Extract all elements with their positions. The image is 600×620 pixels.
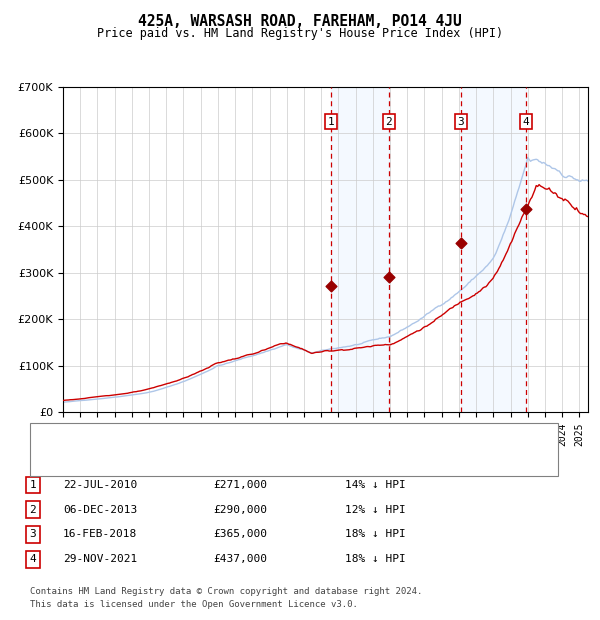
- Text: 06-DEC-2013: 06-DEC-2013: [63, 505, 137, 515]
- Bar: [461, 87, 526, 412]
- Point: [456, 237, 466, 247]
- Text: 2: 2: [29, 505, 37, 515]
- Text: 1: 1: [327, 117, 334, 126]
- Text: 3: 3: [458, 117, 464, 126]
- Text: 18% ↓ HPI: 18% ↓ HPI: [345, 529, 406, 539]
- Text: £437,000: £437,000: [213, 554, 267, 564]
- Text: 425A, WARSASH ROAD, FAREHAM, PO14 4JU (detached house): 425A, WARSASH ROAD, FAREHAM, PO14 4JU (d…: [69, 432, 407, 441]
- Text: Contains HM Land Registry data © Crown copyright and database right 2024.: Contains HM Land Registry data © Crown c…: [30, 587, 422, 596]
- Text: 2: 2: [385, 117, 392, 126]
- Text: £365,000: £365,000: [213, 529, 267, 539]
- Text: £271,000: £271,000: [213, 480, 267, 490]
- Text: £290,000: £290,000: [213, 505, 267, 515]
- Text: 12% ↓ HPI: 12% ↓ HPI: [345, 505, 406, 515]
- Text: ——: ——: [39, 453, 56, 467]
- Point: [521, 204, 531, 214]
- Text: 4: 4: [523, 117, 530, 126]
- Point: [384, 273, 394, 283]
- Text: 4: 4: [29, 554, 37, 564]
- Bar: [331, 87, 389, 412]
- Text: 1: 1: [29, 480, 37, 490]
- Point: [326, 281, 335, 291]
- Text: This data is licensed under the Open Government Licence v3.0.: This data is licensed under the Open Gov…: [30, 600, 358, 609]
- Text: ——: ——: [39, 430, 56, 443]
- Text: 425A, WARSASH ROAD, FAREHAM, PO14 4JU: 425A, WARSASH ROAD, FAREHAM, PO14 4JU: [138, 14, 462, 29]
- Text: 22-JUL-2010: 22-JUL-2010: [63, 480, 137, 490]
- Text: HPI: Average price, detached house, Fareham: HPI: Average price, detached house, Fare…: [69, 455, 338, 465]
- Text: 14% ↓ HPI: 14% ↓ HPI: [345, 480, 406, 490]
- Text: Price paid vs. HM Land Registry's House Price Index (HPI): Price paid vs. HM Land Registry's House …: [97, 27, 503, 40]
- Text: 16-FEB-2018: 16-FEB-2018: [63, 529, 137, 539]
- Text: 29-NOV-2021: 29-NOV-2021: [63, 554, 137, 564]
- Text: 18% ↓ HPI: 18% ↓ HPI: [345, 554, 406, 564]
- Text: 3: 3: [29, 529, 37, 539]
